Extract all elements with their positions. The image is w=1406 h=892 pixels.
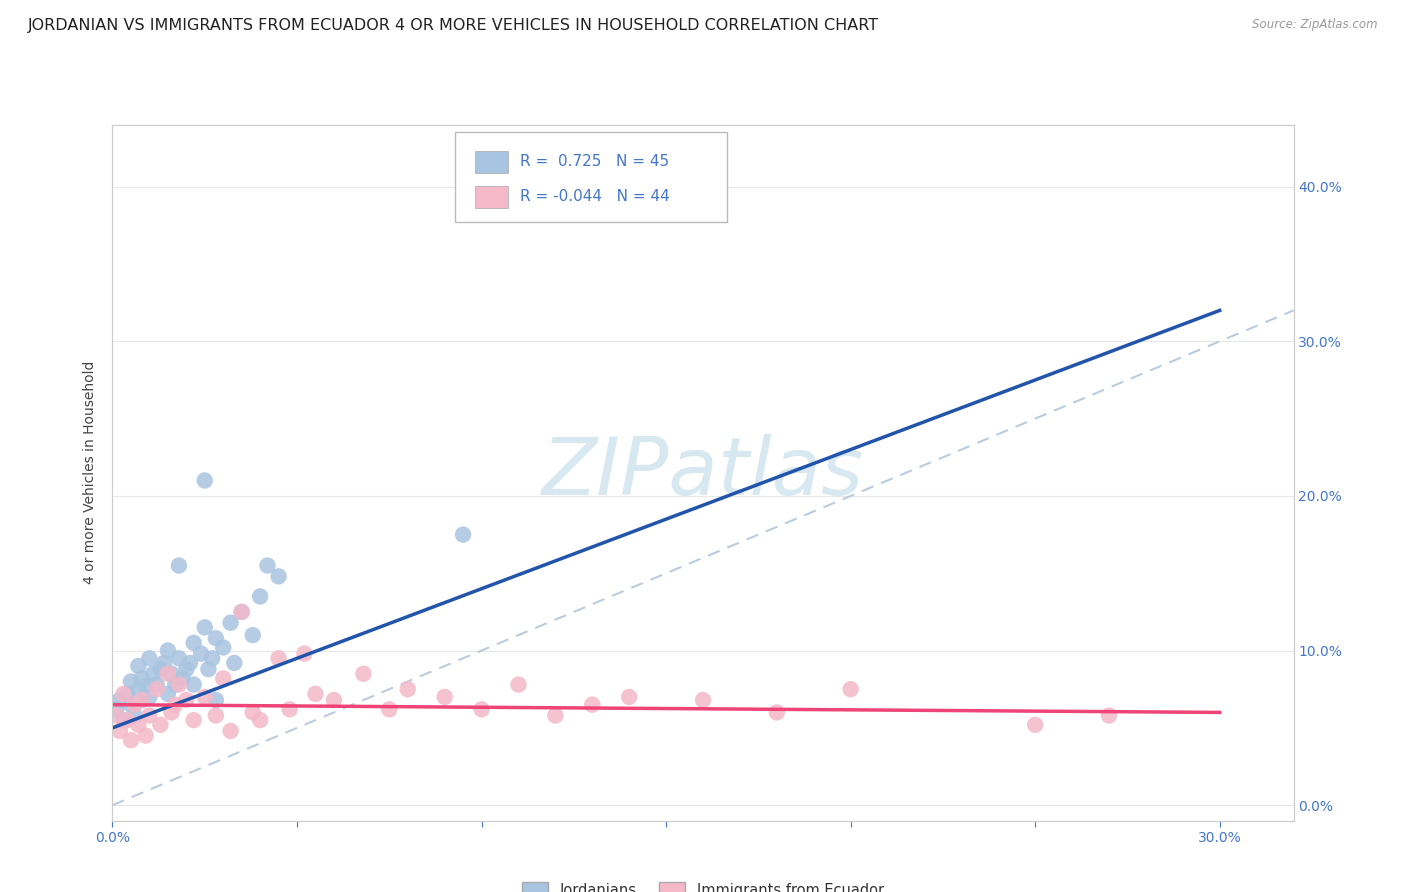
- Point: [156, 643, 179, 657]
- Point: [194, 690, 217, 704]
- Point: [304, 687, 326, 701]
- FancyBboxPatch shape: [456, 132, 727, 222]
- Text: JORDANIAN VS IMMIGRANTS FROM ECUADOR 4 OR MORE VEHICLES IN HOUSEHOLD CORRELATION: JORDANIAN VS IMMIGRANTS FROM ECUADOR 4 O…: [28, 18, 879, 33]
- Point: [149, 718, 172, 732]
- Point: [352, 666, 374, 681]
- Point: [112, 687, 135, 701]
- Point: [156, 666, 179, 681]
- Point: [142, 666, 165, 681]
- Point: [242, 706, 264, 720]
- Point: [267, 651, 290, 665]
- Text: R =  0.725   N = 45: R = 0.725 N = 45: [520, 154, 669, 169]
- Point: [292, 647, 315, 661]
- Point: [167, 558, 190, 573]
- Point: [278, 702, 301, 716]
- Point: [692, 693, 714, 707]
- Point: [138, 690, 160, 704]
- Point: [105, 702, 128, 716]
- Y-axis label: 4 or more Vehicles in Household: 4 or more Vehicles in Household: [83, 361, 97, 584]
- Point: [131, 672, 153, 686]
- Point: [127, 682, 149, 697]
- FancyBboxPatch shape: [475, 151, 508, 173]
- Point: [135, 679, 157, 693]
- Point: [190, 647, 212, 661]
- Point: [127, 659, 149, 673]
- Point: [120, 698, 142, 712]
- Point: [174, 693, 197, 707]
- Point: [127, 718, 149, 732]
- Point: [153, 656, 176, 670]
- Point: [167, 651, 190, 665]
- Point: [249, 590, 271, 604]
- Point: [433, 690, 456, 704]
- Point: [1024, 718, 1046, 732]
- Legend: Jordanians, Immigrants from Ecuador: Jordanians, Immigrants from Ecuador: [516, 876, 890, 892]
- Text: Source: ZipAtlas.com: Source: ZipAtlas.com: [1253, 18, 1378, 31]
- Point: [194, 474, 217, 488]
- Point: [205, 693, 228, 707]
- Text: ZIPatlas: ZIPatlas: [541, 434, 865, 512]
- Point: [138, 708, 160, 723]
- Point: [160, 706, 183, 720]
- Point: [131, 693, 153, 707]
- Point: [179, 656, 201, 670]
- Point: [451, 527, 474, 541]
- Point: [581, 698, 603, 712]
- Point: [839, 682, 862, 697]
- Point: [249, 713, 271, 727]
- Point: [242, 628, 264, 642]
- Point: [471, 702, 494, 716]
- Point: [131, 693, 153, 707]
- Point: [212, 672, 235, 686]
- Point: [183, 636, 205, 650]
- Point: [165, 677, 187, 691]
- Point: [183, 677, 205, 691]
- Point: [112, 713, 135, 727]
- Point: [120, 674, 142, 689]
- Point: [197, 662, 219, 676]
- Point: [508, 677, 530, 691]
- Point: [194, 620, 217, 634]
- Point: [165, 698, 187, 712]
- Point: [765, 706, 787, 720]
- Point: [205, 708, 228, 723]
- Point: [1098, 708, 1121, 723]
- Point: [167, 677, 190, 691]
- Point: [138, 651, 160, 665]
- Point: [224, 656, 246, 670]
- Point: [117, 713, 138, 727]
- Point: [378, 702, 401, 716]
- Point: [105, 708, 128, 723]
- Point: [231, 605, 253, 619]
- FancyBboxPatch shape: [475, 186, 508, 208]
- Point: [117, 687, 138, 701]
- Point: [174, 662, 197, 676]
- Point: [267, 569, 290, 583]
- Point: [219, 723, 242, 738]
- Point: [156, 687, 179, 701]
- Point: [108, 723, 131, 738]
- Text: R = -0.044   N = 44: R = -0.044 N = 44: [520, 189, 669, 204]
- Point: [146, 677, 169, 691]
- Point: [231, 605, 253, 619]
- Point: [323, 693, 346, 707]
- Point: [135, 729, 157, 743]
- Point: [544, 708, 567, 723]
- Point: [201, 651, 224, 665]
- Point: [219, 615, 242, 630]
- Point: [124, 698, 146, 712]
- Point: [108, 693, 131, 707]
- Point: [124, 708, 146, 723]
- Point: [396, 682, 419, 697]
- Point: [619, 690, 641, 704]
- Point: [256, 558, 278, 573]
- Point: [205, 631, 228, 645]
- Point: [160, 666, 183, 681]
- Point: [149, 662, 172, 676]
- Point: [172, 672, 194, 686]
- Point: [120, 733, 142, 747]
- Point: [183, 713, 205, 727]
- Point: [212, 640, 235, 655]
- Point: [146, 682, 169, 697]
